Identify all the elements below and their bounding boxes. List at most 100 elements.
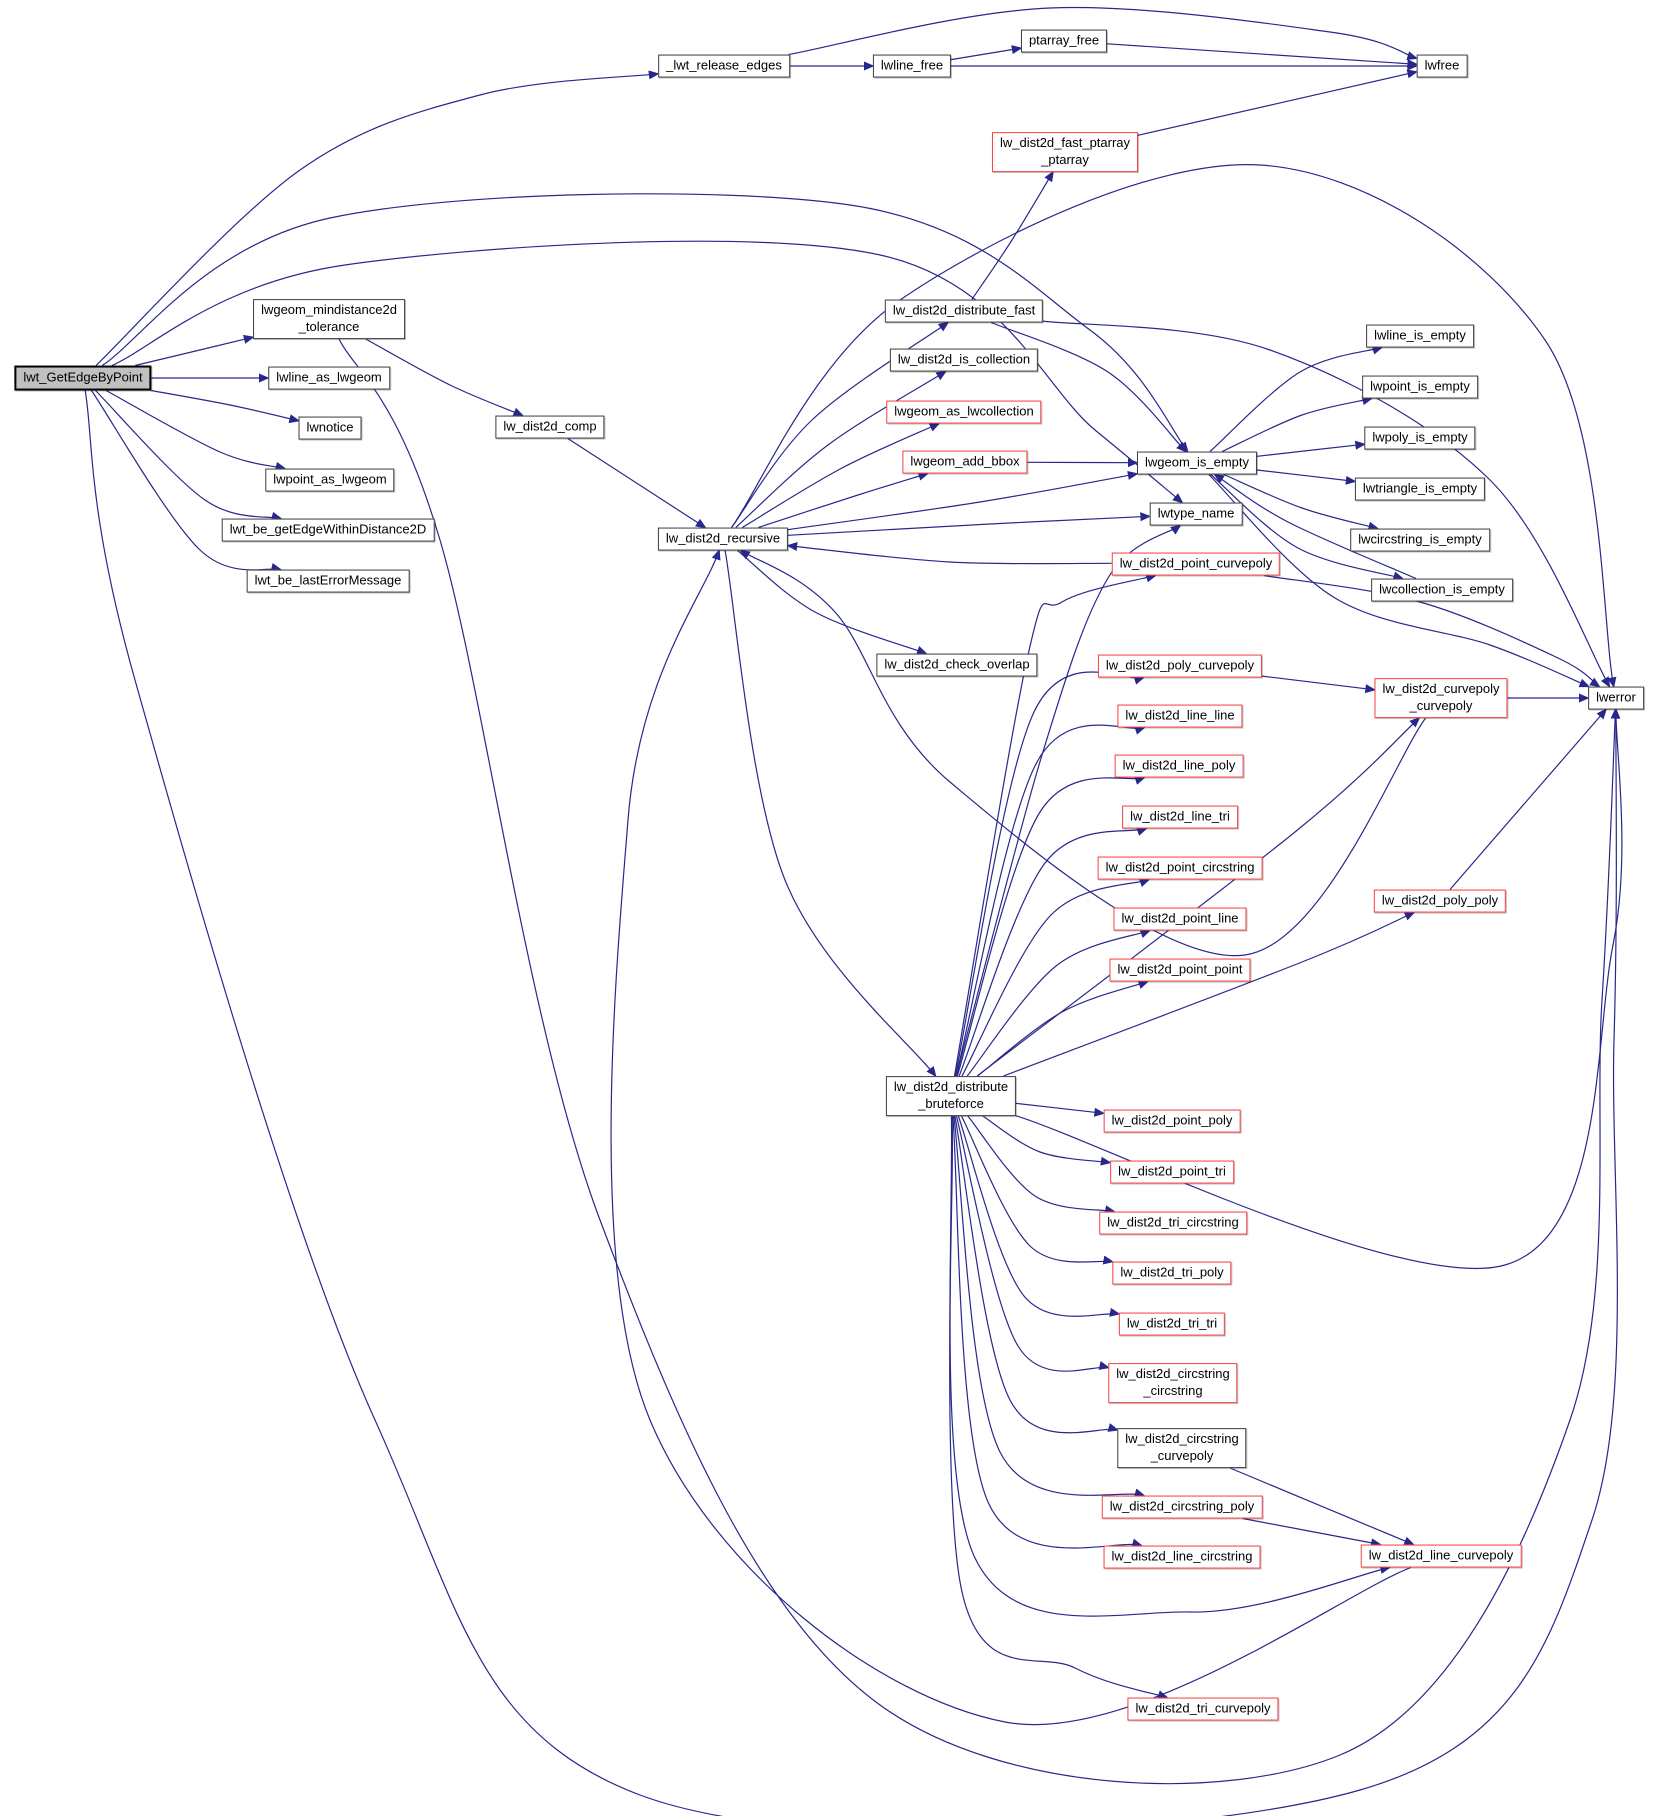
edge-dist_fast-fast_ptarray: [971, 170, 1054, 300]
node-label-line: _ptarray: [1041, 152, 1089, 167]
node-poly_cp[interactable]: lw_dist2d_poly_curvepoly: [1097, 654, 1263, 678]
edge-is_empty-lwpoly_ie: [1256, 440, 1367, 457]
node-label-line: lw_dist2d_circstring: [1125, 1431, 1239, 1447]
node-point_line[interactable]: lw_dist2d_point_line: [1113, 907, 1247, 931]
edge-is_empty-lwcoll_ie: [1210, 474, 1405, 581]
edge-is_empty-lwpoint_ie: [1221, 396, 1374, 453]
node-line_line[interactable]: lw_dist2d_line_line: [1117, 704, 1243, 728]
node-getedge[interactable]: lwt_be_getEdgeWithinDistance2D: [221, 518, 435, 542]
edge-bruteforce-tri_tri: [957, 1115, 1121, 1317]
node-lwline_ie[interactable]: lwline_is_empty: [1366, 324, 1474, 348]
node-lwline_free[interactable]: lwline_free: [872, 54, 952, 78]
edge-bruteforce-point_cp: [953, 573, 1157, 1077]
node-root[interactable]: lwt_GetEdgeByPoint: [14, 365, 152, 391]
edge-bruteforce-point_tri: [982, 1115, 1112, 1166]
node-line_tri[interactable]: lw_dist2d_line_tri: [1122, 805, 1238, 829]
edge-recursive-check: [737, 550, 928, 655]
edge-root-lwnotice: [150, 389, 301, 424]
node-lwpoint_as[interactable]: lwpoint_as_lwgeom: [265, 468, 395, 492]
edge-bruteforce-circ_cp: [954, 1115, 1120, 1434]
node-type_name[interactable]: lwtype_name: [1149, 502, 1243, 526]
node-as_coll[interactable]: lwgeom_as_lwcollection: [886, 400, 1042, 424]
node-line_circ[interactable]: lw_dist2d_line_circstring: [1103, 1545, 1261, 1569]
edge-is_empty-lwline_ie: [1209, 345, 1384, 452]
edge-bruteforce-line_tri: [958, 827, 1148, 1077]
node-label-line: lw_dist2d_curvepoly: [1382, 681, 1500, 697]
edge-cp_cp-recursive: [739, 549, 1427, 957]
node-recursive[interactable]: lw_dist2d_recursive: [657, 527, 789, 551]
edge-bruteforce-poly_poly: [1003, 911, 1416, 1077]
node-dist_fast[interactable]: lw_dist2d_distribute_fast: [884, 299, 1044, 323]
edge-fast_ptarray-lwfree: [1137, 69, 1419, 136]
node-comp[interactable]: lw_dist2d_comp: [495, 415, 605, 439]
node-label-line: lw_dist2d_circstring: [1116, 1366, 1230, 1382]
node-point_point[interactable]: lw_dist2d_point_point: [1109, 958, 1251, 982]
edge-recursive-bruteforce: [724, 550, 937, 1078]
node-line_cp[interactable]: lw_dist2d_line_curvepoly: [1360, 1544, 1522, 1568]
node-lwpoly_ie[interactable]: lwpoly_is_empty: [1364, 426, 1476, 450]
node-tri_poly[interactable]: lw_dist2d_tri_poly: [1112, 1261, 1232, 1285]
node-tri_tri[interactable]: lw_dist2d_tri_tri: [1118, 1312, 1226, 1336]
node-point_tri[interactable]: lw_dist2d_point_tri: [1110, 1160, 1234, 1184]
node-lwtri_ie[interactable]: lwtriangle_is_empty: [1354, 477, 1486, 501]
edge-point_cp-lwerror: [1263, 574, 1601, 688]
node-circ_poly[interactable]: lw_dist2d_circstring_poly: [1101, 1495, 1263, 1519]
node-is_empty[interactable]: lwgeom_is_empty: [1136, 451, 1258, 475]
node-circ_circ[interactable]: lw_dist2d_circstring _circstring: [1108, 1363, 1238, 1403]
edge-mindist-lwerror: [338, 338, 1620, 1785]
node-lwcirc_ie[interactable]: lwcircstring_is_empty: [1350, 528, 1490, 552]
node-bruteforce[interactable]: lw_dist2d_distribute _bruteforce: [885, 1076, 1017, 1116]
edge-ptarray_free-lwfree: [1106, 43, 1419, 69]
node-check[interactable]: lw_dist2d_check_overlap: [876, 653, 1038, 677]
node-ptarray_free[interactable]: ptarray_free: [1020, 29, 1108, 53]
node-poly_poly[interactable]: lw_dist2d_poly_poly: [1373, 889, 1507, 913]
edge-comp-recursive: [567, 437, 707, 529]
node-lasterr[interactable]: lwt_be_lastErrorMessage: [246, 569, 410, 593]
edge-root-lwerror: [84, 390, 1621, 1816]
node-lwnotice[interactable]: lwnotice: [298, 416, 362, 440]
node-lwpoint_ie[interactable]: lwpoint_is_empty: [1362, 375, 1478, 399]
node-label-line: _tolerance: [298, 319, 360, 334]
node-label-line: _curvepoly: [1150, 1448, 1214, 1463]
edge-bruteforce-lwerror: [1015, 707, 1623, 1270]
node-label-line: _curvepoly: [1409, 698, 1473, 713]
edge-bruteforce-tri_cp: [949, 1115, 1169, 1700]
edge-bruteforce-cp_cp: [976, 716, 1421, 1077]
edge-circ_cp-line_cp: [1229, 1467, 1415, 1546]
edge-dist_fast-lwerror: [1042, 320, 1611, 688]
node-lwcoll_ie[interactable]: lwcollection_is_empty: [1371, 578, 1513, 602]
node-tri_circ[interactable]: lw_dist2d_tri_circstring: [1099, 1211, 1247, 1235]
edge-is_empty-lwcirc_ie: [1223, 473, 1380, 531]
edge-is_empty-lwtri_ie: [1256, 469, 1357, 485]
edge-release-lwfree: [788, 6, 1419, 60]
edge-bruteforce-tri_circ: [967, 1115, 1116, 1215]
edge-bruteforce-line_line: [955, 724, 1146, 1077]
node-add_bbox[interactable]: lwgeom_add_bbox: [902, 450, 1028, 474]
node-is_coll[interactable]: lw_dist2d_is_collection: [889, 348, 1039, 372]
edge-root-is_empty: [101, 193, 1189, 453]
edge-mindist-comp: [365, 338, 525, 417]
node-label-line: _circstring: [1143, 1383, 1203, 1398]
edge-recursive-is_empty: [787, 470, 1139, 531]
edge-poly_cp-cp_cp: [1261, 675, 1377, 694]
node-fast_ptarray[interactable]: lw_dist2d_fast_ptarray _ptarray: [991, 132, 1139, 172]
node-point_circ[interactable]: lw_dist2d_point_circstring: [1097, 856, 1263, 880]
edge-recursive-add_bbox: [758, 471, 930, 529]
node-label-line: lw_dist2d_fast_ptarray: [999, 135, 1131, 151]
node-line_poly[interactable]: lw_dist2d_line_poly: [1114, 754, 1244, 778]
node-lwerror[interactable]: lwerror: [1588, 686, 1644, 710]
node-circ_cp[interactable]: lw_dist2d_circstring _curvepoly: [1117, 1428, 1247, 1468]
node-tri_cp[interactable]: lw_dist2d_tri_curvepoly: [1127, 1697, 1279, 1721]
edge-root-lwpoint_as: [105, 389, 287, 471]
edge-recursive-as_coll: [741, 422, 941, 529]
node-lwline_as[interactable]: lwline_as_lwgeom: [268, 366, 390, 390]
node-cp_cp[interactable]: lw_dist2d_curvepoly _curvepoly: [1374, 678, 1508, 718]
node-point_poly[interactable]: lw_dist2d_point_poly: [1103, 1109, 1241, 1133]
edge-bruteforce-circ_circ: [955, 1115, 1111, 1372]
node-lwfree[interactable]: lwfree: [1416, 54, 1468, 78]
node-mindist[interactable]: lwgeom_mindistance2d _tolerance: [253, 299, 405, 339]
node-release[interactable]: _lwt_release_edges: [658, 54, 790, 78]
node-point_cp[interactable]: lw_dist2d_point_curvepoly: [1111, 552, 1281, 576]
edge-bruteforce-line_poly: [956, 776, 1146, 1077]
